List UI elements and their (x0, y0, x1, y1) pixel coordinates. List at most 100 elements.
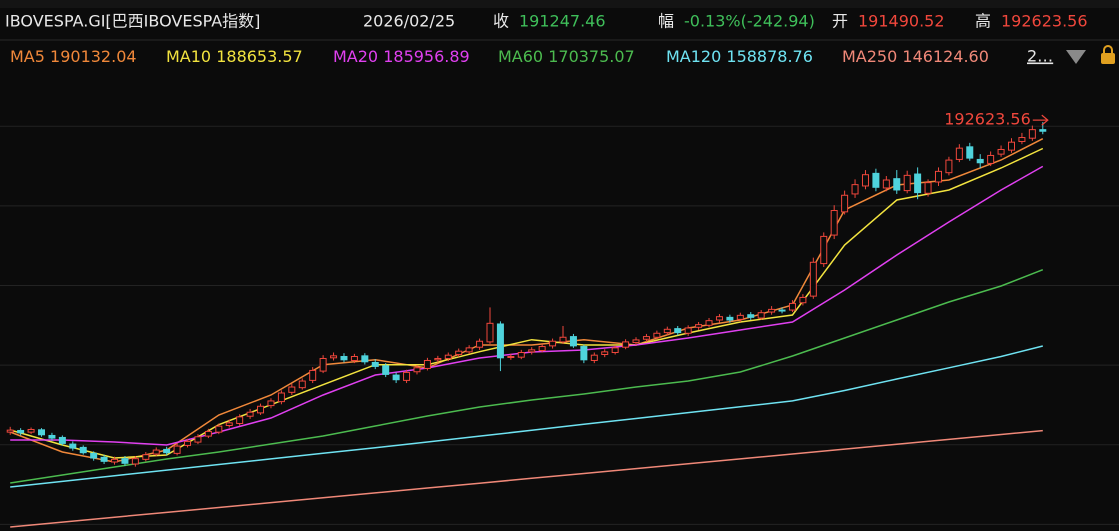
candle-body (559, 336, 567, 343)
candle-body (893, 178, 901, 191)
candle-body (173, 445, 181, 454)
candle-body (788, 302, 796, 311)
candle-body (528, 349, 536, 353)
candle-body (736, 314, 744, 320)
candle-body (674, 328, 682, 334)
lock-shackle (1103, 45, 1113, 53)
candle-body (632, 339, 640, 344)
candle-body (976, 158, 984, 164)
candle-body (872, 172, 880, 188)
candle-body (257, 405, 265, 414)
candle-body (966, 146, 974, 159)
candle-body (987, 154, 995, 164)
high-annotation: 192623.56 (944, 110, 1031, 129)
candle-body (319, 357, 327, 372)
candle-body (413, 367, 421, 373)
candle-body (486, 322, 494, 343)
candle-body (496, 323, 504, 359)
candle-body (695, 324, 703, 328)
candle-body (569, 336, 577, 347)
candle-body (955, 147, 963, 160)
symbol: IBOVESPA.GI[巴西IBOVESPA指数] (5, 12, 260, 31)
candle-body (277, 392, 285, 403)
candle-body (580, 346, 588, 361)
candle-body (267, 400, 275, 407)
candle-body (663, 328, 671, 334)
legend-value: 158878.76 (726, 47, 813, 66)
candle-body (799, 296, 807, 304)
legend-value: 190132.04 (50, 47, 137, 66)
candle-body (611, 347, 619, 354)
legend-value: 146124.60 (902, 47, 989, 66)
candle-body (465, 347, 473, 353)
candle-body (204, 430, 212, 437)
candles (6, 122, 1047, 467)
candle-body (809, 261, 817, 297)
candle-body (945, 159, 953, 174)
candle-body (601, 351, 609, 356)
top-strip (0, 0, 1119, 8)
legend-name: MA5 (10, 47, 45, 66)
ma-line (10, 429, 1043, 528)
candle-body (215, 425, 223, 433)
candle-body (69, 443, 77, 449)
candle-body (288, 386, 296, 393)
lock-icon[interactable] (1101, 45, 1115, 64)
candle-body (455, 350, 463, 356)
change-label: 幅 (658, 12, 674, 31)
candle-body (309, 369, 317, 381)
candle-body (6, 429, 14, 433)
candle-body (642, 336, 650, 340)
candle-body (1028, 129, 1036, 139)
close-value: 191247.46 (519, 12, 606, 31)
candle-body (549, 340, 557, 347)
annotation: 192623.56 (944, 110, 1049, 129)
annotation-arrowhead (1041, 114, 1049, 126)
candle-body (184, 440, 192, 446)
date: 2026/02/25 (363, 12, 455, 31)
legend-entry: MA5 190132.04 (10, 47, 137, 66)
legend-name: MA20 (333, 47, 378, 66)
candle-body (371, 361, 379, 367)
dropdown-arrow[interactable] (1066, 50, 1086, 64)
open-label: 开 (832, 12, 848, 31)
candle-body (330, 355, 338, 359)
legend: MA5 190132.04 MA10 188653.57 MA20 185956.8… (10, 47, 989, 66)
candle-body (246, 411, 254, 417)
candle-body (121, 458, 129, 464)
candle-body (27, 428, 35, 433)
open-value: 191490.52 (858, 12, 945, 31)
candle-body (861, 174, 869, 187)
candle-body (236, 416, 244, 425)
legend-value: 188653.57 (216, 47, 303, 66)
candle-body (538, 346, 546, 352)
candle-body (924, 182, 932, 194)
high-label: 高 (975, 12, 991, 31)
legend-entry: MA120 158878.76 (666, 47, 813, 66)
candle-body (79, 446, 87, 454)
candle-body (131, 458, 139, 465)
candle-body (726, 316, 734, 321)
candle-body (194, 436, 202, 443)
candle-body (747, 314, 755, 318)
candle-body (361, 355, 369, 363)
legend-entry: MA20 185956.89 (333, 47, 470, 66)
candle-body (684, 327, 692, 334)
close-label: 收 (493, 12, 509, 31)
candle-body (1007, 141, 1015, 151)
candle-body (298, 380, 306, 389)
legend-name: MA120 (666, 47, 721, 66)
candle-body (382, 365, 390, 375)
candle-body (997, 148, 1005, 155)
candle-body (653, 332, 661, 338)
candle-body (434, 357, 442, 361)
candle-body (90, 452, 98, 459)
legend-value: 185956.89 (383, 47, 470, 66)
candle-body (622, 341, 630, 348)
candle-body (142, 454, 150, 460)
more-button[interactable]: 2… (1027, 47, 1053, 66)
lock-body (1101, 53, 1115, 64)
legend-entry: MA250 146124.60 (842, 47, 989, 66)
candle-body (851, 184, 859, 195)
candle-body (820, 235, 828, 265)
